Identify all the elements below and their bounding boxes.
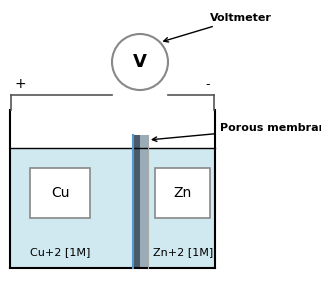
Text: V: V — [133, 53, 147, 71]
Circle shape — [112, 34, 168, 90]
Text: Zn+2 [1M]: Zn+2 [1M] — [153, 247, 213, 257]
Bar — [30, 168, 90, 218]
Text: Zn: Zn — [173, 186, 192, 200]
Bar — [140, 135, 148, 268]
Text: -: - — [205, 78, 210, 91]
Text: Porous membrane: Porous membrane — [152, 123, 321, 141]
Text: +: + — [15, 77, 27, 91]
Bar — [10, 148, 215, 268]
Bar — [133, 135, 140, 268]
Text: Cu+2 [1M]: Cu+2 [1M] — [30, 247, 91, 257]
Text: Cu: Cu — [51, 186, 69, 200]
Bar — [155, 168, 210, 218]
Text: Voltmeter: Voltmeter — [164, 13, 272, 42]
